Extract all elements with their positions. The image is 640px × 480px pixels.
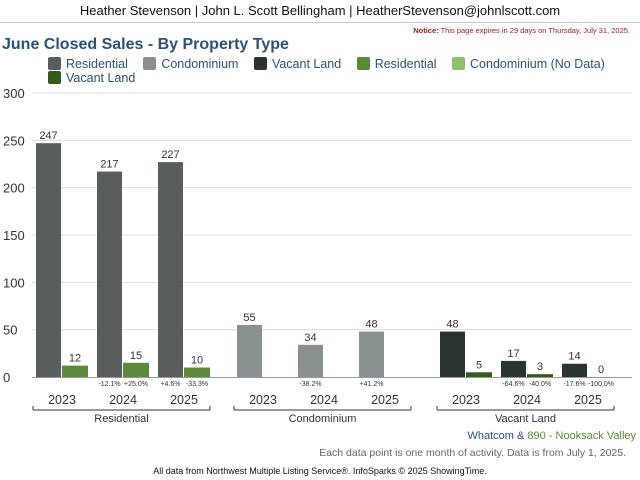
legend-swatch [356,57,370,70]
x-tick-label-2023: 2023 [452,393,480,407]
legend-item-vacant-land-whatcom[interactable]: Vacant Land [253,57,342,71]
x-tick-label-2024: 2024 [513,393,541,407]
notice-label: Notice: [413,26,439,35]
bar-condominium-primary-2023 [237,324,262,377]
location-secondary: 890 - Nooksack Valley [527,430,636,442]
data-label: 34 [304,332,316,344]
change-label: -38.2% [299,381,321,388]
data-label: 227 [161,149,179,161]
location-primary: Whatcom & [467,430,528,442]
legend-label: Condominium (No Data) [470,57,605,71]
location-label: Whatcom & 890 - Nooksack Valley [467,430,636,442]
expiry-notice: Notice: This page expires in 29 days on … [413,26,630,35]
bar-vacant-land-primary-2023 [440,331,465,377]
legend-label: Residential [374,57,437,71]
change-label: -12.1% [98,381,120,388]
y-tick-label: 300 [3,86,25,101]
data-note: Each data point is one month of activity… [319,447,626,459]
change-label: -64.6% [502,381,524,388]
legend-swatch [143,57,157,70]
data-label: 55 [243,312,255,324]
y-tick-label: 0 [3,370,10,385]
legend-item-condominium-nooksack[interactable]: Condominium (No Data) [452,57,605,71]
data-label: 217 [100,159,118,171]
data-label: 0 [598,364,604,376]
group-label-vacant-land: Vacant Land [495,413,556,425]
source-credit: All data from Northwest Multiple Listing… [153,466,487,476]
data-label: 247 [39,130,57,142]
data-label: 48 [365,319,377,331]
x-tick-label-2025: 2025 [574,393,602,407]
group-label-condominium: Condominium [289,413,357,425]
page-header: Heather Stevenson | John L. Scott Bellin… [0,0,640,23]
data-label: 17 [507,348,519,360]
y-tick-label: 100 [3,275,25,290]
data-label: 12 [69,353,81,365]
x-tick-label-2025: 2025 [371,393,399,407]
x-tick-label-2023: 2023 [48,393,76,407]
x-tick-label-2024: 2024 [310,393,338,407]
change-label: -33.3% [186,381,208,388]
y-tick-label: 200 [3,181,25,196]
group-label-residential: Residential [94,413,148,425]
data-label: 48 [446,319,458,331]
bar-residential-secondary-2025 [184,367,210,377]
legend-item-condominium-whatcom[interactable]: Condominium [143,57,238,71]
legend-label: Vacant Land [66,71,136,85]
bar-vacant-land-primary-2024 [501,360,526,377]
bar-condominium-primary-2024 [298,344,323,377]
bar-condominium-primary-2025 [359,331,384,377]
bar-residential-secondary-2023 [62,365,88,377]
change-label: -40.0% [529,381,551,388]
legend-item-residential-whatcom[interactable]: Residential [48,57,128,71]
chart-title: June Closed Sales - By Property Type [2,36,289,53]
y-tick-label: 150 [3,228,25,243]
change-label: +25.0% [124,381,148,388]
bar-vacant-land-secondary-2024 [527,374,553,377]
y-tick-label: 50 [3,323,17,338]
legend-label: Vacant Land [271,57,342,71]
bar-vacant-land-primary-2025 [562,363,587,377]
chart-legend: Residential Condominium Vacant Land Resi… [48,57,628,85]
data-label: 10 [191,355,203,367]
data-label: 15 [130,350,142,362]
bar-vacant-land-secondary-2023 [466,372,492,377]
data-label: 14 [568,351,580,363]
bar-residential-primary-2024 [97,171,122,377]
bar-residential-primary-2023 [36,143,61,377]
legend-swatch [452,57,466,70]
legend-label: Condominium [161,57,239,71]
data-label: 5 [476,359,482,371]
legend-label: Residential [66,57,128,71]
y-tick-label: 250 [3,133,25,148]
x-tick-label-2025: 2025 [170,393,198,407]
legend-item-vacant-land-nooksack[interactable]: Vacant Land [48,71,135,85]
change-label: -17.6% [563,381,585,388]
bar-residential-primary-2025 [158,162,183,377]
legend-swatch [253,57,267,70]
legend-swatch [48,71,61,84]
change-label: -100.0% [588,381,614,388]
x-tick-label-2023: 2023 [249,393,277,407]
data-label: 3 [537,361,543,373]
change-label: +4.6% [160,381,180,388]
notice-text: This page expires in 29 days on Thursday… [440,26,630,35]
legend-item-residential-nooksack[interactable]: Residential [356,57,437,71]
legend-swatch [48,57,61,70]
bar-residential-secondary-2024 [123,362,149,377]
x-tick-label-2024: 2024 [109,393,137,407]
change-label: +41.2% [360,381,384,388]
